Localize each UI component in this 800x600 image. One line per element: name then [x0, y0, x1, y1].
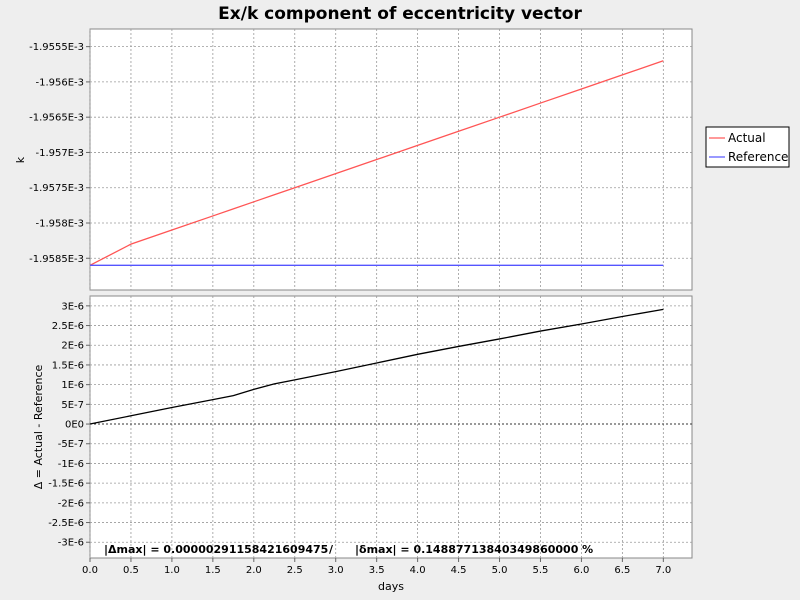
bottom-y-tick-label: 2E-6	[61, 341, 84, 352]
top-y-tick-label: -1.956E-3	[35, 77, 84, 88]
x-tick-label: 2.5	[287, 565, 303, 576]
bottom-y-tick-label: -3E-6	[58, 538, 84, 549]
bottom-y-tick-label: 1.5E-6	[52, 360, 84, 371]
top-y-tick-label: -1.9575E-3	[29, 183, 84, 194]
legend-label-reference: Reference	[728, 150, 788, 164]
delta-max-annotation: |Δmax| = 0.00000291158421609475	[104, 543, 328, 556]
x-tick-label: 5.5	[533, 565, 549, 576]
bottom-y-tick-label: -2E-6	[58, 498, 84, 509]
bottom-y-tick-label: -1.5E-6	[48, 479, 84, 490]
top-y-axis-label: k	[14, 156, 27, 163]
bottom-y-tick-label: 3E-6	[61, 301, 84, 312]
x-tick-label: 4.5	[451, 565, 467, 576]
top-y-tick-label: -1.957E-3	[35, 148, 84, 159]
relative-delta-max-annotation: |δmax| = 0.14887713840349860000 %	[355, 543, 593, 556]
legend-label-actual: Actual	[728, 131, 766, 145]
bottom-y-tick-label: -2.5E-6	[48, 518, 84, 529]
bottom-y-tick-label: -5E-7	[58, 439, 84, 450]
x-tick-label: 1.5	[205, 565, 221, 576]
x-tick-label: 0.0	[82, 565, 98, 576]
bottom-series--line	[89, 308, 664, 425]
top-plot-panel: -1.9555E-3 -1.956E-3 -1.9565E-3 -1.957E-3 -1…	[29, 28, 693, 291]
bottom-plot-panel: 3E-6 2.5E-6 2E-6 1.5E-6 1E-6 5E-7 0E0 -5E-7 -1E-…	[48, 295, 693, 559]
bottom-y-tick-label: 0E0	[65, 420, 84, 431]
x-tick-label: 1.0	[164, 565, 180, 576]
x-tick-label: 6.0	[573, 565, 589, 576]
x-tick-label: 0.5	[123, 565, 139, 576]
bottom-y-tick-label: 1E-6	[61, 380, 84, 391]
x-tick-label: 4.0	[410, 565, 426, 576]
x-axis-label: days	[378, 580, 404, 593]
annotation-separator: /	[329, 543, 334, 556]
top-y-tick-label: -1.958E-3	[35, 218, 84, 229]
top-series-actual-line	[89, 60, 664, 266]
bottom-y-axis-label: Δ = Actual - Reference	[32, 364, 45, 489]
bottom-y-tick-label: 2.5E-6	[52, 321, 84, 332]
top-y-tick-label: -1.9565E-3	[29, 113, 84, 124]
x-tick-label: 6.5	[614, 565, 630, 576]
legend: Actual Reference	[705, 126, 790, 168]
x-tick-label: 7.0	[655, 565, 671, 576]
x-tick-label: 3.0	[328, 565, 344, 576]
bottom-y-tick-label: 5E-7	[61, 400, 84, 411]
x-tick-label: 2.0	[246, 565, 262, 576]
bottom-y-tick-label: -1E-6	[58, 459, 84, 470]
x-tick-label: 5.0	[492, 565, 508, 576]
chart-title: Ex/k component of eccentricity vector	[218, 4, 582, 24]
top-y-tick-label: -1.9585E-3	[29, 254, 84, 265]
x-axis-ticks: 0.0 0.5 1.0 1.5 2.0 2.5 3.0 3.5 4.0 4.5 5.0 5.5 6.0 6…	[82, 558, 671, 576]
x-tick-label: 3.5	[369, 565, 385, 576]
top-y-tick-label: -1.9555E-3	[29, 42, 84, 53]
